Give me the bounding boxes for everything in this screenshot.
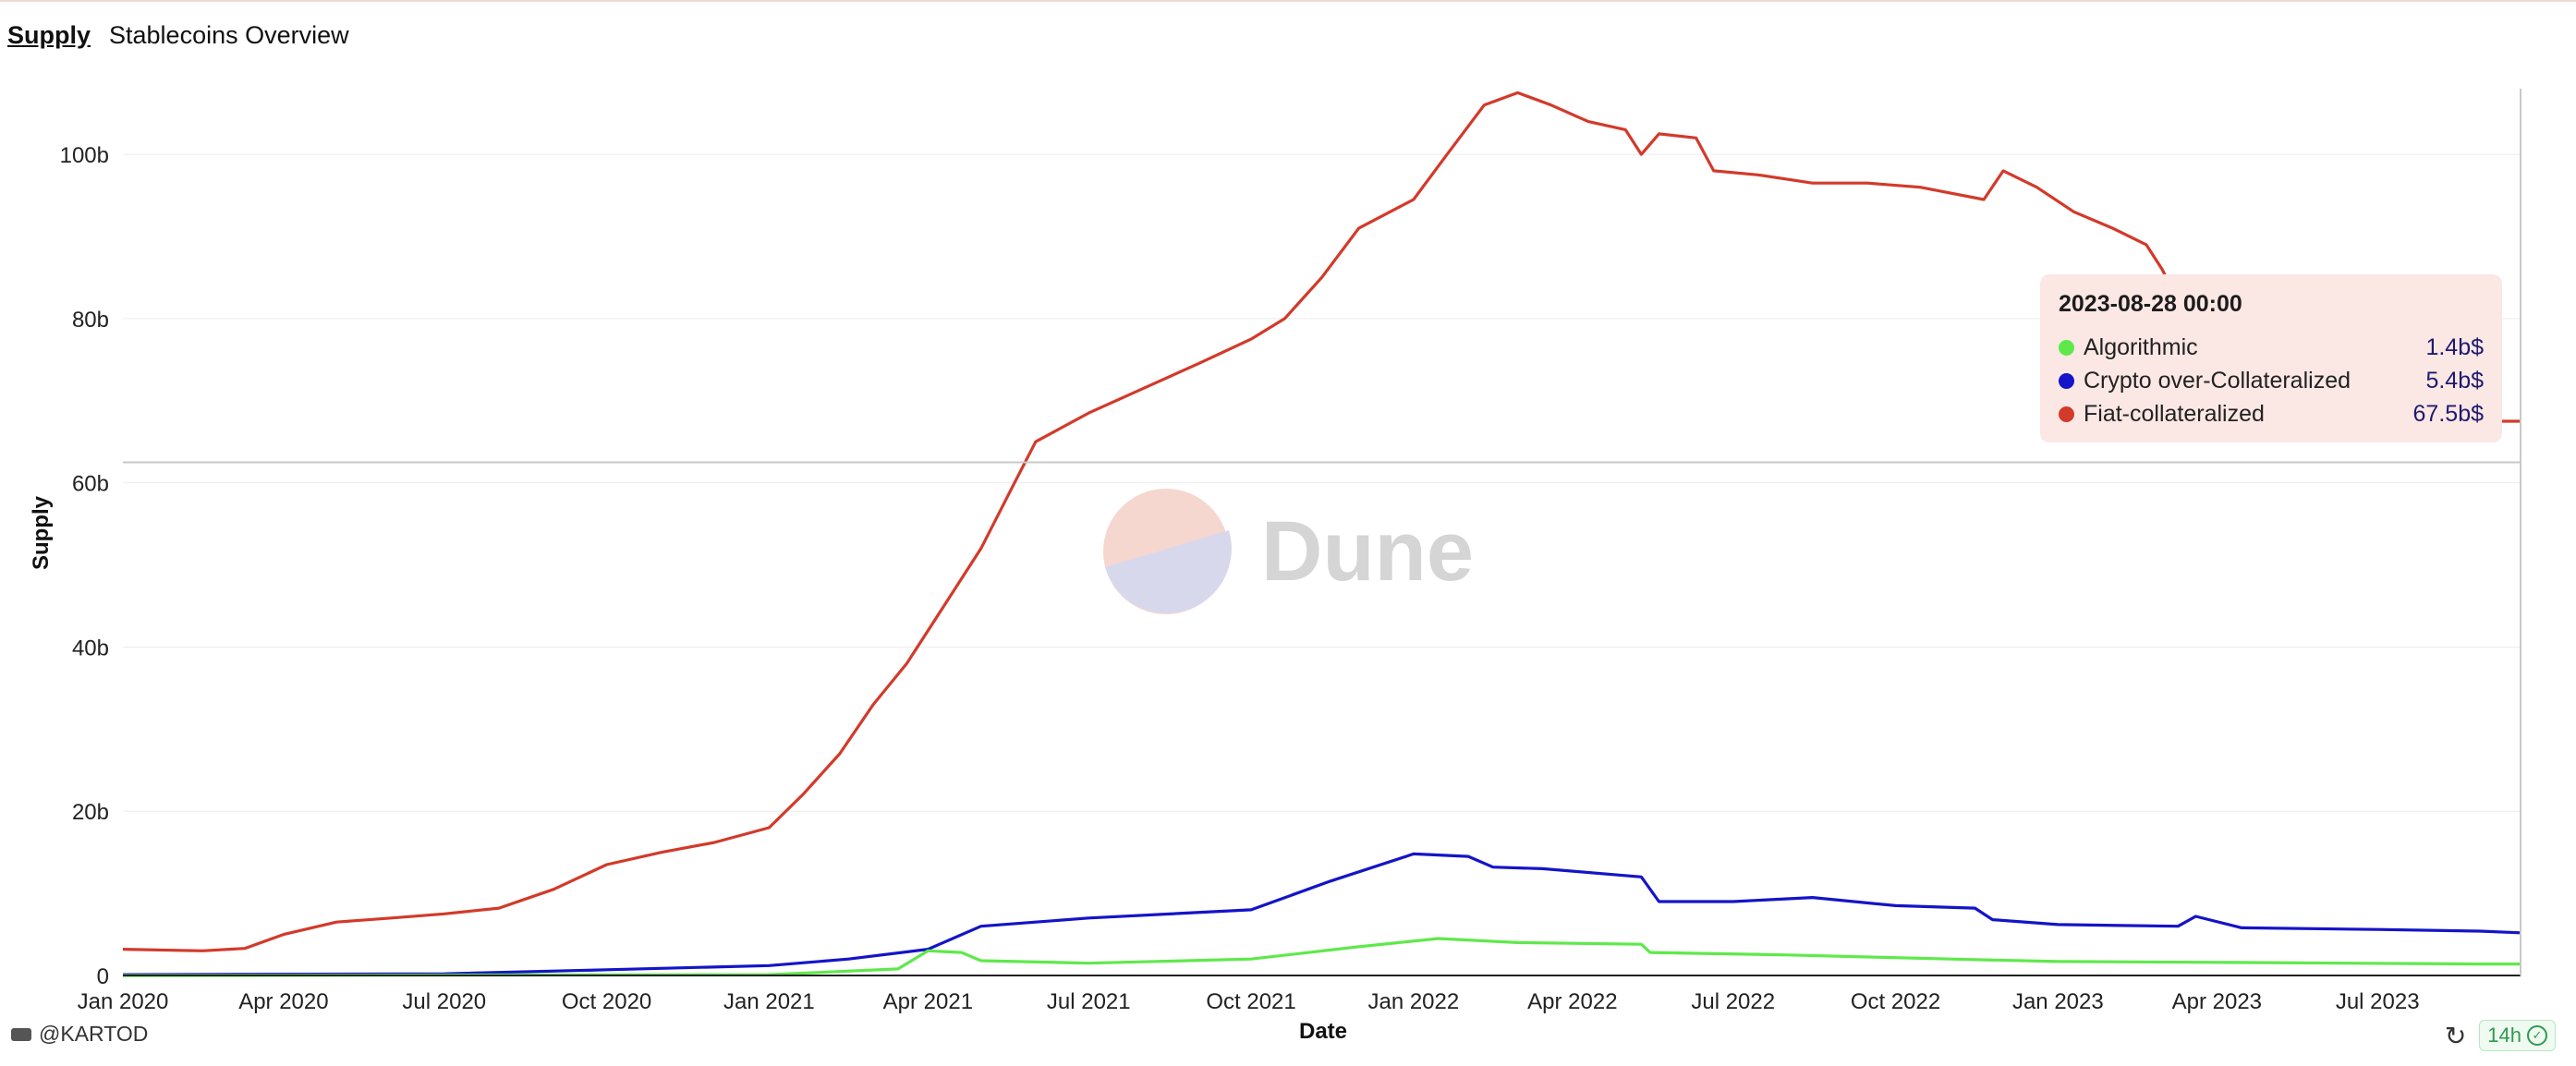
y-tick-label: 40b	[72, 636, 109, 660]
x-tick-label: Jan 2021	[723, 989, 815, 1014]
x-tick-label: Jul 2023	[2336, 989, 2420, 1014]
tooltip-series-value: 67.5b$	[2412, 400, 2484, 427]
author-name[interactable]: @KARTOD	[39, 1022, 149, 1046]
y-tick-label: 0	[97, 964, 109, 989]
y-axis-label: Supply	[29, 495, 54, 570]
watermark-text: Dune	[1261, 504, 1474, 599]
algorithmic-legend-dot	[2059, 339, 2074, 356]
x-tick-label: Oct 2020	[562, 989, 651, 1014]
tooltip-series-name: Crypto over-Collateralized	[2084, 367, 2351, 394]
x-tick-label: Jul 2020	[402, 989, 486, 1014]
tooltip-date: 2023-08-28 00:00	[2059, 291, 2242, 317]
refresh-icon[interactable]: ↻	[2444, 1021, 2467, 1050]
footer-controls: ↻ 14h ✓	[2445, 1020, 2556, 1051]
hover-crosshair	[123, 89, 2521, 975]
series-line-crypto-over-collateralized	[122, 852, 2521, 976]
tooltip-series-value: 5.4b$	[2425, 367, 2484, 394]
freshness-text: 14h	[2487, 1024, 2521, 1047]
fiat-legend-dot	[2059, 406, 2074, 422]
top-border	[0, 0, 2576, 2]
x-tick-label: Oct 2022	[1851, 989, 1940, 1014]
x-tick-label: Jan 2023	[2012, 989, 2104, 1014]
x-tick-label: Apr 2023	[2172, 989, 2262, 1014]
grid-lines	[123, 153, 2521, 812]
chart-title: Stablecoins Overview	[109, 20, 349, 49]
y-tick-label: 100b	[60, 143, 109, 168]
check-circle-icon: ✓	[2527, 1025, 2547, 1046]
query-tab-link[interactable]: Supply	[7, 20, 91, 49]
series-line-fiat-collateralized	[122, 91, 2521, 952]
x-tick-label: Jul 2021	[1047, 989, 1131, 1014]
tooltip-row-fiat: Fiat-collateralized 67.5b$	[2059, 397, 2484, 430]
x-tick-label: Apr 2021	[883, 989, 973, 1014]
dune-logo-lower-half	[1105, 530, 1232, 613]
tooltip-series-value: 1.4b$	[2425, 333, 2484, 360]
x-tick-label: Jul 2022	[1691, 989, 1775, 1014]
chart-tooltip: 2023-08-28 00:00 Algorithmic 1.4b$ Crypt…	[2040, 274, 2502, 442]
author-credit[interactable]: @KARTOD	[11, 1022, 148, 1047]
y-tick-label: 20b	[72, 800, 109, 825]
author-avatar-icon	[11, 1027, 31, 1041]
y-tick-label: 80b	[72, 308, 109, 333]
y-axis-ticks: 0 20b 40b 60b 80b 100b	[60, 143, 109, 989]
x-axis-label: Date	[1299, 1019, 1347, 1044]
tooltip-row-algorithmic: Algorithmic 1.4b$	[2059, 331, 2484, 364]
x-tick-label: Jan 2022	[1367, 989, 1459, 1014]
x-tick-label: Oct 2021	[1206, 989, 1295, 1014]
tooltip-row-crypto: Crypto over-Collateralized 5.4b$	[2059, 364, 2484, 397]
freshness-badge: 14h ✓	[2479, 1020, 2556, 1051]
y-tick-label: 60b	[72, 472, 109, 497]
crypto-legend-dot	[2059, 372, 2074, 389]
tooltip-series-name: Fiat-collateralized	[2084, 400, 2265, 427]
x-tick-label: Apr 2022	[1527, 989, 1617, 1014]
x-axis-ticks: Jan 2020 Apr 2020 Jul 2020 Oct 2020 Jan 2021…	[78, 989, 2420, 1014]
tooltip-series-name: Algorithmic	[2084, 333, 2198, 360]
x-tick-label: Apr 2020	[238, 989, 328, 1014]
dune-watermark: Dune	[1103, 489, 1474, 614]
series-line-algorithmic	[122, 937, 2521, 977]
widget-header: Supply Stablecoins Overview	[7, 17, 349, 54]
x-tick-label: Jan 2020	[78, 989, 169, 1014]
